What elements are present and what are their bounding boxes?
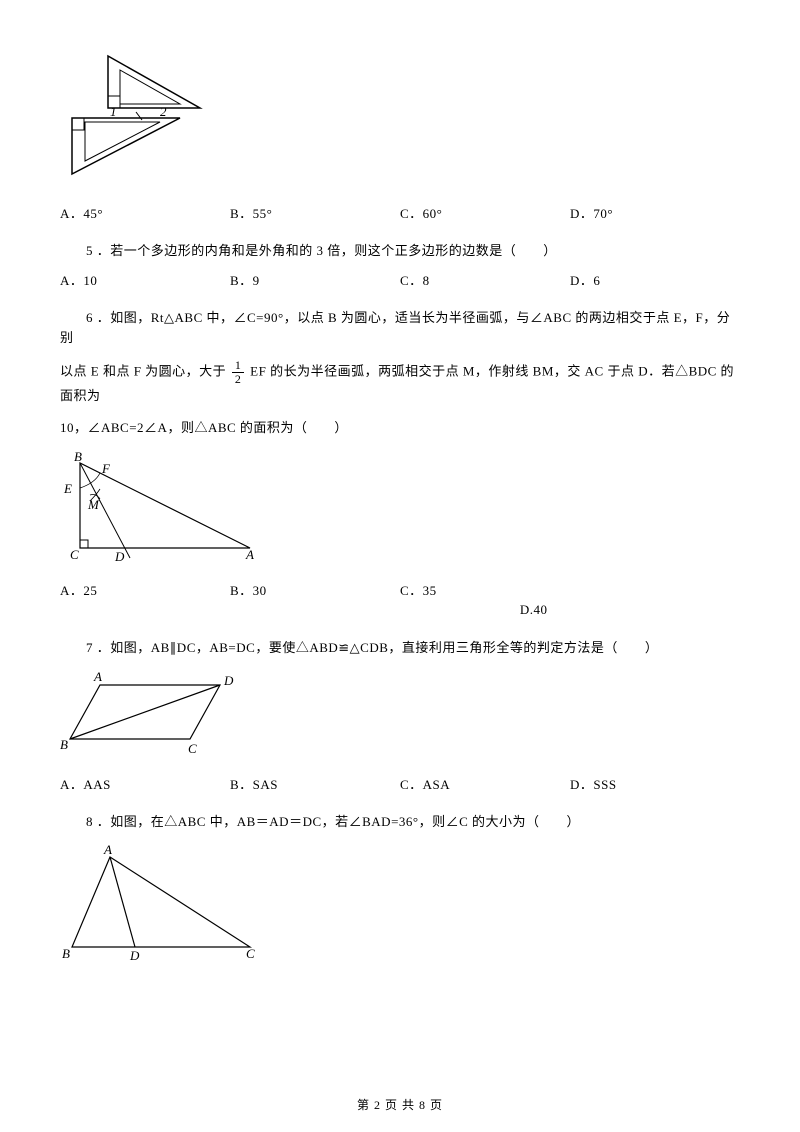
q6-text-part2: 以点 E 和点 F 为圆心，大于 1 2 EF 的长为半径画弧，两弧相交于点 M… xyxy=(60,359,740,406)
q7-option-d: D．SSS xyxy=(570,775,740,795)
q4-label-2: 2 xyxy=(160,104,167,119)
q8-label-a: A xyxy=(103,842,112,857)
q6-label-d: D xyxy=(114,549,125,563)
q5-option-a: A．10 xyxy=(60,271,230,291)
q4-option-b: B．55° xyxy=(230,204,400,224)
q6-label-e: E xyxy=(63,481,72,496)
q6-option-b: B．30 xyxy=(230,581,400,601)
q8-label-d: D xyxy=(129,948,140,962)
q4-figure: 1 2 xyxy=(60,46,740,192)
q5-option-c: C．8 xyxy=(400,271,570,291)
q6-fraction-den: 2 xyxy=(232,373,245,386)
q4-option-a: A．45° xyxy=(60,204,230,224)
q7-option-a: A．AAS xyxy=(60,775,230,795)
q6-label-m: M xyxy=(87,497,100,512)
q7-text: 7 ．如图，AB∥DC，AB=DC，要使△ABD≌△CDB，直接利用三角形全等的… xyxy=(60,638,740,658)
q4-option-c: C．60° xyxy=(400,204,570,224)
q7-label-d: D xyxy=(223,673,234,688)
q7-label-c: C xyxy=(188,741,197,756)
q6-option-c: C．35 xyxy=(400,581,570,601)
q8-label-c: C xyxy=(246,946,255,961)
q6-figure: B F E M C D A xyxy=(60,443,740,569)
q5-option-d: D．6 xyxy=(570,271,740,291)
q5-options: A．10 B．9 C．8 D．6 xyxy=(60,271,740,291)
q6-options: A．25 B．30 C．35 D.40 xyxy=(60,581,740,620)
q4-options: A．45° B．55° C．60° D．70° xyxy=(60,204,740,224)
q6-fraction-num: 1 xyxy=(232,359,245,373)
q6-fraction: 1 2 xyxy=(232,359,245,386)
q6-label-f: F xyxy=(101,461,111,476)
q7-label-a: A xyxy=(93,669,102,684)
q6-label-c: C xyxy=(70,547,79,562)
q8-figure: A B D C xyxy=(60,842,740,968)
q6-text-part3: 10，∠ABC=2∠A，则△ABC 的面积为（ ） xyxy=(60,418,740,438)
q6-text-part2-before: 以点 E 和点 F 为圆心，大于 xyxy=(60,364,226,379)
page-footer: 第 2 页 共 8 页 xyxy=(0,1096,800,1114)
q6-text-part1: 6 ．如图，Rt△ABC 中，∠C=90°，以点 B 为圆心，适当长为半径画弧，… xyxy=(60,308,740,347)
q7-options: A．AAS B．SAS C．ASA D．SSS xyxy=(60,775,740,795)
q7-figure: A D B C xyxy=(60,667,740,763)
q6-label-a: A xyxy=(245,547,254,562)
q5-text: 5 ．若一个多边形的内角和是外角和的 3 倍，则这个正多边形的边数是（ ） xyxy=(60,241,740,261)
q6-label-b: B xyxy=(74,449,82,464)
q4-label-1: 1 xyxy=(110,104,117,119)
q7-option-c: C．ASA xyxy=(400,775,570,795)
q8-text: 8 ．如图，在△ABC 中，AB＝AD＝DC，若∠BAD=36°，则∠C 的大小… xyxy=(60,812,740,832)
q5-option-b: B．9 xyxy=(230,271,400,291)
q6-option-d: D.40 xyxy=(385,600,578,620)
q4-option-d: D．70° xyxy=(570,204,740,224)
q7-option-b: B．SAS xyxy=(230,775,400,795)
q6-option-a: A．25 xyxy=(60,581,230,601)
q8-label-b: B xyxy=(62,946,70,961)
q7-label-b: B xyxy=(60,737,68,752)
